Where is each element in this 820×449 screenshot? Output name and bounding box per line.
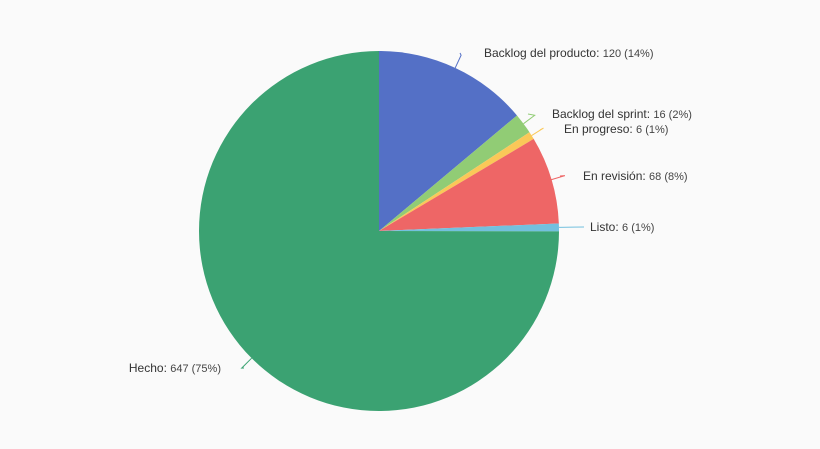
leader-line <box>242 358 252 368</box>
slice-label: Hecho: 647 (75%) <box>129 361 221 375</box>
pie-slices <box>199 51 559 411</box>
slice-label: Listo: 6 (1%) <box>590 220 654 234</box>
leader-line <box>552 176 565 180</box>
slice-label: Backlog del producto: 120 (14%) <box>484 46 654 60</box>
slice-label: En revisión: 68 (8%) <box>583 169 688 183</box>
slice-label: Backlog del sprint: 16 (2%) <box>552 107 692 121</box>
leader-line <box>532 128 544 136</box>
leader-line <box>524 114 535 124</box>
slice-label: En progreso: 6 (1%) <box>564 122 668 136</box>
leader-line <box>455 53 461 68</box>
